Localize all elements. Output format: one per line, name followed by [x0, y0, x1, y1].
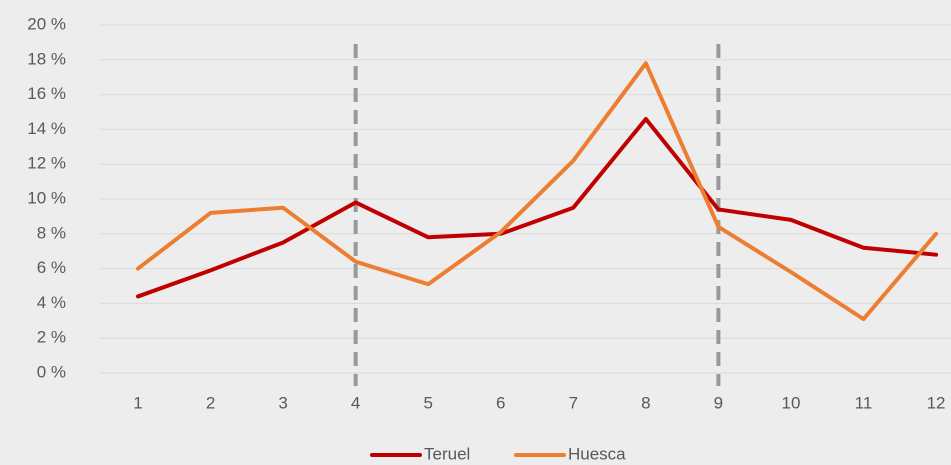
y-tick-label: 8 % — [37, 223, 66, 242]
y-tick-label: 18 % — [27, 49, 66, 68]
y-tick-label: 2 % — [37, 328, 66, 347]
x-tick-label: 5 — [423, 393, 432, 412]
y-tick-label: 0 % — [37, 362, 66, 381]
x-tick-label: 2 — [206, 393, 215, 412]
y-tick-label: 20 % — [27, 14, 66, 33]
y-tick-label: 10 % — [27, 188, 66, 207]
x-tick-label: 3 — [278, 393, 287, 412]
legend-label: Teruel — [424, 444, 470, 463]
x-tick-label: 7 — [569, 393, 578, 412]
x-tick-label: 11 — [855, 393, 873, 412]
y-tick-label: 6 % — [37, 258, 66, 277]
legend-label: Huesca — [568, 444, 626, 463]
x-tick-label: 1 — [133, 393, 142, 412]
x-tick-label: 8 — [641, 393, 650, 412]
series-line — [136, 116, 939, 299]
y-tick-label: 4 % — [37, 293, 66, 312]
series-line — [136, 61, 939, 322]
x-tick-label: 12 — [927, 393, 946, 412]
x-tick-label: 6 — [496, 393, 505, 412]
x-tick-label: 9 — [714, 393, 723, 412]
x-tick-label: 4 — [351, 393, 360, 412]
y-tick-label: 12 % — [27, 154, 66, 173]
y-tick-label: 16 % — [27, 84, 66, 103]
x-tick-label: 10 — [781, 393, 800, 412]
y-tick-label: 14 % — [27, 119, 66, 138]
